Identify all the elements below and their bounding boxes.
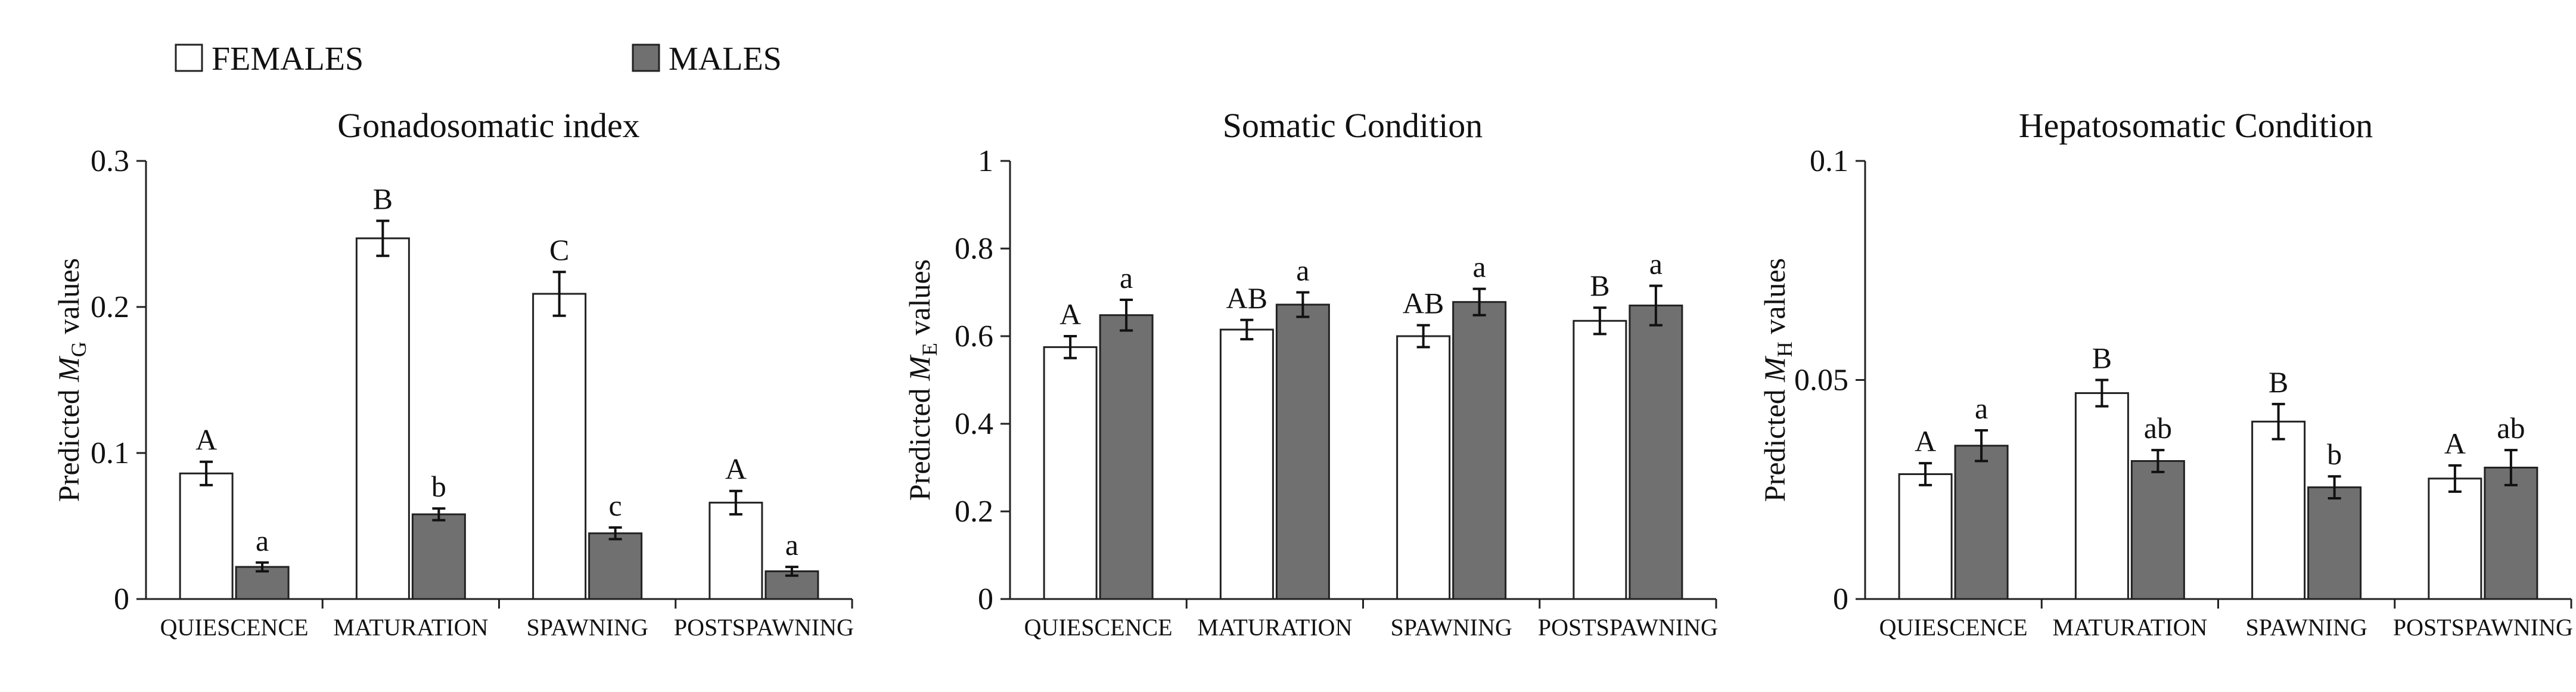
y-tick-label: 0.1	[1810, 144, 1848, 178]
y-axis-label-text: Predicted	[903, 381, 936, 501]
bar-males	[1954, 445, 2009, 600]
y-axis-label: Predicted ME values	[903, 259, 941, 501]
y-axis-label-subscript: H	[1773, 342, 1797, 357]
y-tick-label: 0	[114, 582, 129, 616]
x-tick-label: MATURATION	[2052, 614, 2207, 641]
panel-hepatosomatic: Hepatosomatic Condition Predicted MH valu…	[1758, 106, 2573, 641]
significance-label-males: a	[1120, 261, 1133, 294]
y-tick-label: 0.05	[1794, 364, 1848, 398]
significance-label-males: a	[785, 528, 798, 561]
significance-label-females: B	[2269, 365, 2288, 399]
x-tick-label: POSTSPAWNING	[674, 614, 854, 641]
bar-females	[2251, 420, 2306, 600]
y-tick-label: 0.6	[955, 319, 993, 353]
bar-males	[1275, 303, 1330, 600]
y-axis-label-tail: values	[52, 258, 85, 342]
y-axis-label-symbol: M	[903, 355, 936, 381]
significance-label-females: A	[2444, 427, 2466, 460]
y-tick-label: 0.2	[955, 495, 993, 529]
significance-label-males: ab	[2144, 411, 2172, 445]
significance-label-males: a	[1649, 247, 1663, 280]
bar-males	[2307, 486, 2362, 600]
significance-label-males: c	[609, 489, 622, 522]
y-tick-label: 0.1	[91, 436, 129, 470]
significance-label-females: B	[1590, 269, 1609, 302]
significance-label-males: a	[1473, 250, 1486, 284]
y-tick-label: 0	[1833, 582, 1848, 616]
bar-males	[1452, 301, 1507, 600]
bar-females	[532, 293, 587, 600]
legend-label-females: FEMALES	[212, 41, 363, 77]
x-tick-label: SPAWNING	[527, 614, 648, 641]
y-axis-label-text: Predicted	[1758, 382, 1791, 502]
y-axis-label-text: Predicted	[52, 382, 85, 502]
y-tick-label: 0.4	[955, 407, 993, 441]
significance-label-females: A	[1059, 297, 1081, 331]
y-tick-label: 0.8	[955, 232, 993, 266]
bar-females	[1396, 335, 1451, 600]
y-axis-label-tail: values	[1758, 258, 1791, 342]
bar-females	[1043, 346, 1098, 600]
y-axis-label-subscript: G	[67, 342, 91, 357]
x-tick-label: SPAWNING	[2246, 614, 2367, 641]
x-tick-label: QUIESCENCE	[160, 614, 309, 641]
y-axis-label-symbol: M	[1758, 356, 1791, 383]
chart-title: Gonadosomatic index	[337, 106, 639, 145]
significance-label-females: AB	[1226, 281, 1267, 315]
significance-label-males: b	[2327, 437, 2342, 471]
bar-males	[411, 513, 466, 600]
y-axis-label-subscript: E	[918, 343, 941, 356]
legend-label-males: MALES	[669, 41, 782, 77]
significance-label-males: a	[1296, 254, 1309, 287]
x-tick-label: QUIESCENCE	[1879, 614, 2028, 641]
significance-label-females: B	[373, 182, 393, 215]
bar-females	[1898, 473, 1953, 600]
bar-females	[2428, 477, 2482, 600]
significance-label-males: a	[1975, 392, 1988, 425]
bar-females	[355, 237, 410, 600]
significance-label-males: b	[431, 470, 446, 503]
significance-label-females: C	[549, 233, 569, 266]
significance-label-females: A	[195, 423, 217, 457]
significance-label-females: AB	[1403, 287, 1444, 320]
bar-females	[2074, 392, 2129, 600]
y-tick-label: 0.2	[91, 290, 129, 324]
significance-label-females: B	[2092, 342, 2112, 375]
panel-somatic: Somatic Condition Predicted ME values 0 0.2…	[903, 106, 1718, 641]
chart-title: Hepatosomatic Condition	[2019, 106, 2373, 145]
bar-females	[1573, 319, 1627, 600]
bar-males	[1099, 314, 1154, 600]
bar-males	[588, 532, 643, 600]
significance-label-females: A	[725, 452, 747, 486]
bar-females	[179, 472, 234, 600]
y-tick-label: 0	[978, 582, 993, 616]
x-tick-label: POSTSPAWNING	[1538, 614, 1718, 641]
legend-swatch-males	[632, 44, 660, 72]
y-axis-label: Predicted MG values	[52, 258, 91, 502]
legend: FEMALES MALES	[175, 41, 782, 77]
significance-label-males: ab	[2497, 411, 2525, 445]
y-tick-label: 0.3	[91, 144, 129, 178]
bar-males	[2484, 467, 2538, 600]
y-tick-label: 1	[978, 144, 993, 178]
significance-label-females: A	[1915, 424, 1936, 458]
x-tick-label: POSTSPAWNING	[2393, 614, 2573, 641]
bar-females	[709, 501, 763, 600]
bar-males	[2130, 460, 2185, 600]
legend-swatch-females	[175, 44, 203, 72]
x-tick-label: MATURATION	[1197, 614, 1352, 641]
significance-label-males: a	[256, 524, 269, 557]
y-axis-label: Predicted MH values	[1758, 258, 1797, 502]
panel-gonadosomatic: Gonadosomatic index Predicted MG values 0 0…	[52, 106, 854, 641]
chart-title: Somatic Condition	[1223, 106, 1483, 145]
bar-females	[1219, 328, 1274, 600]
y-axis-label-tail: values	[903, 259, 936, 343]
x-tick-label: MATURATION	[333, 614, 488, 641]
bar-males	[1629, 305, 1683, 600]
x-tick-label: SPAWNING	[1391, 614, 1512, 641]
y-axis-label-symbol: M	[52, 356, 85, 383]
x-tick-label: QUIESCENCE	[1024, 614, 1173, 641]
